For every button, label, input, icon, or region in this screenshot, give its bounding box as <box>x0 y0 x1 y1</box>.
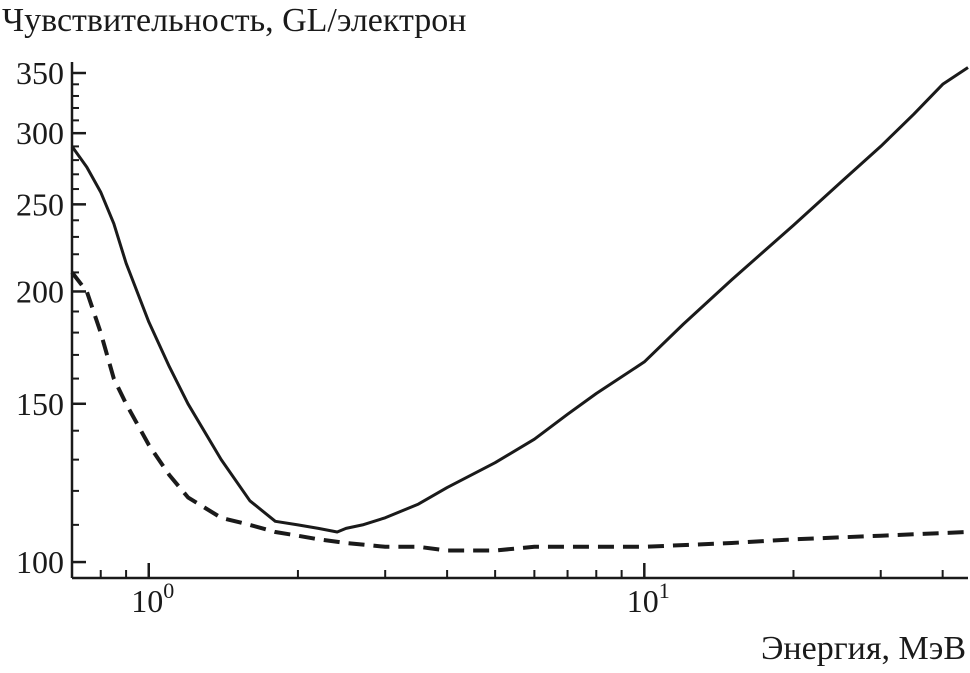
x-axis-title: Энергия, МэВ <box>760 630 966 667</box>
series-layer <box>70 66 969 553</box>
y-tick-label: 150 <box>16 386 64 422</box>
y-tick-label: 100 <box>16 544 64 580</box>
x-major-ticks: 100 101 <box>131 563 670 619</box>
x-minor-ticks <box>71 570 944 578</box>
x-tick-label: 100 <box>131 578 174 619</box>
y-axis-title: Чувствительность, GL/электрон <box>2 2 467 39</box>
x-tick-label: 101 <box>627 578 670 619</box>
y-tick-label: 250 <box>16 186 64 222</box>
solid-series-line <box>70 66 969 534</box>
y-tick-label: 200 <box>16 273 64 309</box>
y-tick-label: 300 <box>16 115 64 151</box>
dashed-series-line <box>70 271 969 553</box>
y-major-ticks: 100 150 200 250 300 350 <box>16 55 86 580</box>
y-tick-label: 350 <box>16 55 64 91</box>
